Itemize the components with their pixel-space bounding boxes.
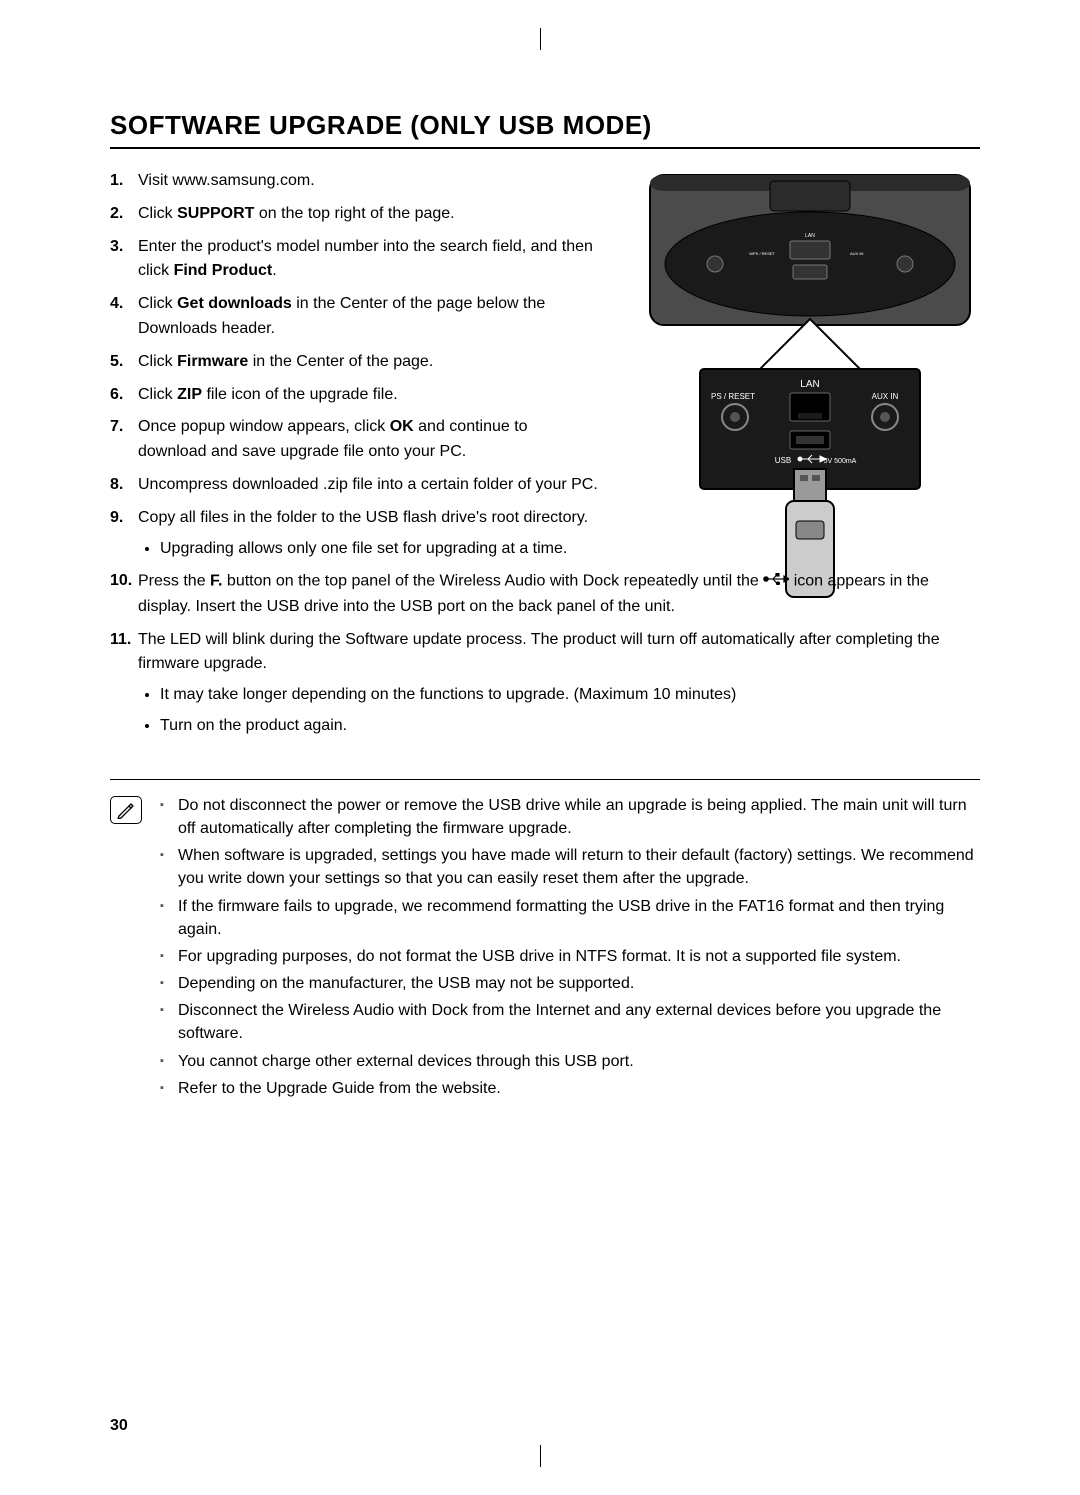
note-item: When software is upgraded, settings you …: [160, 844, 980, 890]
note-item: Disconnect the Wireless Audio with Dock …: [160, 999, 980, 1045]
content: LAN WPS / RESET AUX IN LAN PS / RESET AU…: [110, 169, 980, 1104]
crop-mark: [540, 28, 541, 50]
note-list: Do not disconnect the power or remove th…: [160, 794, 980, 1104]
step-4: 4.Click Get downloads in the Center of t…: [110, 292, 980, 342]
note-item: For upgrading purposes, do not format th…: [160, 945, 980, 968]
page-number: 30: [110, 1417, 128, 1435]
sub-item: It may take longer depending on the func…: [160, 683, 980, 708]
manual-page: SOFTWARE UPGRADE (ONLY USB MODE) LAN WPS…: [0, 0, 1080, 1495]
step-6: 6.Click ZIP file icon of the upgrade fil…: [110, 383, 980, 408]
note-icon: [110, 794, 160, 1104]
step-3: 3.Enter the product's model number into …: [110, 235, 980, 285]
step-8: 8.Uncompress downloaded .zip file into a…: [110, 473, 980, 498]
note-box: Do not disconnect the power or remove th…: [110, 779, 980, 1104]
note-item: Do not disconnect the power or remove th…: [160, 794, 980, 840]
steps-list: 1.Visit www.samsung.com. 2.Click SUPPORT…: [110, 169, 980, 739]
step-11-sub: It may take longer depending on the func…: [138, 683, 980, 739]
note-item: Depending on the manufacturer, the USB m…: [160, 972, 980, 995]
step-11: 11.The LED will blink during the Softwar…: [110, 628, 980, 739]
step-1: 1.Visit www.samsung.com.: [110, 169, 980, 194]
note-item: You cannot charge other external devices…: [160, 1050, 980, 1073]
section-title: SOFTWARE UPGRADE (ONLY USB MODE): [110, 110, 980, 149]
crop-mark: [540, 1445, 541, 1467]
step-7: 7.Once popup window appears, click OK an…: [110, 415, 980, 465]
step-2: 2.Click SUPPORT on the top right of the …: [110, 202, 980, 227]
note-item: If the firmware fails to upgrade, we rec…: [160, 895, 980, 941]
pencil-icon: [116, 801, 136, 819]
step-10: 10.Press the F. button on the top panel …: [110, 569, 980, 619]
sub-item: Turn on the product again.: [160, 714, 980, 739]
step-5: 5.Click Firmware in the Center of the pa…: [110, 350, 980, 375]
usb-icon: [763, 569, 789, 594]
note-item: Refer to the Upgrade Guide from the webs…: [160, 1077, 980, 1100]
sub-item: Upgrading allows only one file set for u…: [160, 537, 600, 562]
step-9-sub: Upgrading allows only one file set for u…: [138, 537, 600, 562]
step-9: 9.Copy all files in the folder to the US…: [110, 506, 980, 562]
